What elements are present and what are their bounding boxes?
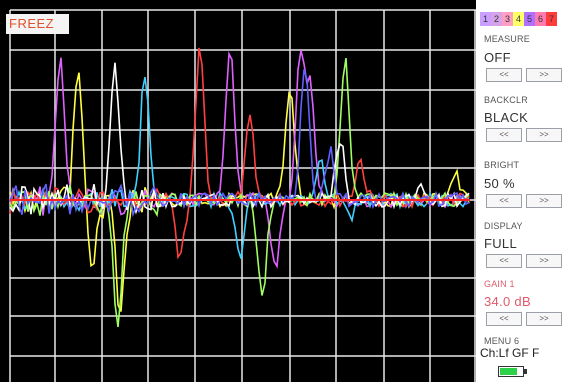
waveform-plot (9, 9, 476, 382)
gain-prev-button[interactable]: << (486, 312, 522, 326)
waveform-trace (9, 72, 470, 312)
measure-label: MEASURE (484, 34, 530, 44)
waveform-screen: FREEZ (0, 0, 476, 382)
measure-prev-button[interactable]: << (486, 68, 522, 82)
display-prev-button[interactable]: << (486, 254, 522, 268)
freeze-indicator: FREEZ (6, 14, 69, 34)
channel-tab-3[interactable]: 3 (502, 12, 513, 26)
menu-value: Ch:Lf GF F (480, 346, 540, 360)
gain-next-button[interactable]: >> (526, 312, 562, 326)
display-next-button[interactable]: >> (526, 254, 562, 268)
gain-value: 34.0 dB (484, 294, 531, 309)
bright-value: 50 % (484, 176, 515, 191)
bright-label: BRIGHT (484, 160, 520, 170)
channel-tab-1[interactable]: 1 (480, 12, 491, 26)
display-value: FULL (484, 236, 517, 251)
bright-next-button[interactable]: >> (526, 194, 562, 208)
backclr-prev-button[interactable]: << (486, 128, 522, 142)
waveform-trace (9, 69, 470, 218)
backclr-label: BACKCLR (484, 95, 528, 105)
backclr-next-button[interactable]: >> (526, 128, 562, 142)
gain-label: GAIN 1 (484, 279, 515, 289)
channel-tab-7[interactable]: 7 (546, 12, 557, 26)
display-label: DISPLAY (484, 221, 523, 231)
channel-tab-5[interactable]: 5 (524, 12, 535, 26)
measure-next-button[interactable]: >> (526, 68, 562, 82)
bright-prev-button[interactable]: << (486, 194, 522, 208)
battery-icon (498, 366, 527, 377)
measure-value: OFF (484, 50, 511, 65)
menu-label: MENU 6 (484, 336, 520, 346)
channel-tab-6[interactable]: 6 (535, 12, 546, 26)
channel-tab-2[interactable]: 2 (491, 12, 502, 26)
waveform-trace (9, 50, 470, 269)
backclr-value: BLACK (484, 110, 529, 125)
channel-tab-4[interactable]: 4 (513, 12, 524, 26)
